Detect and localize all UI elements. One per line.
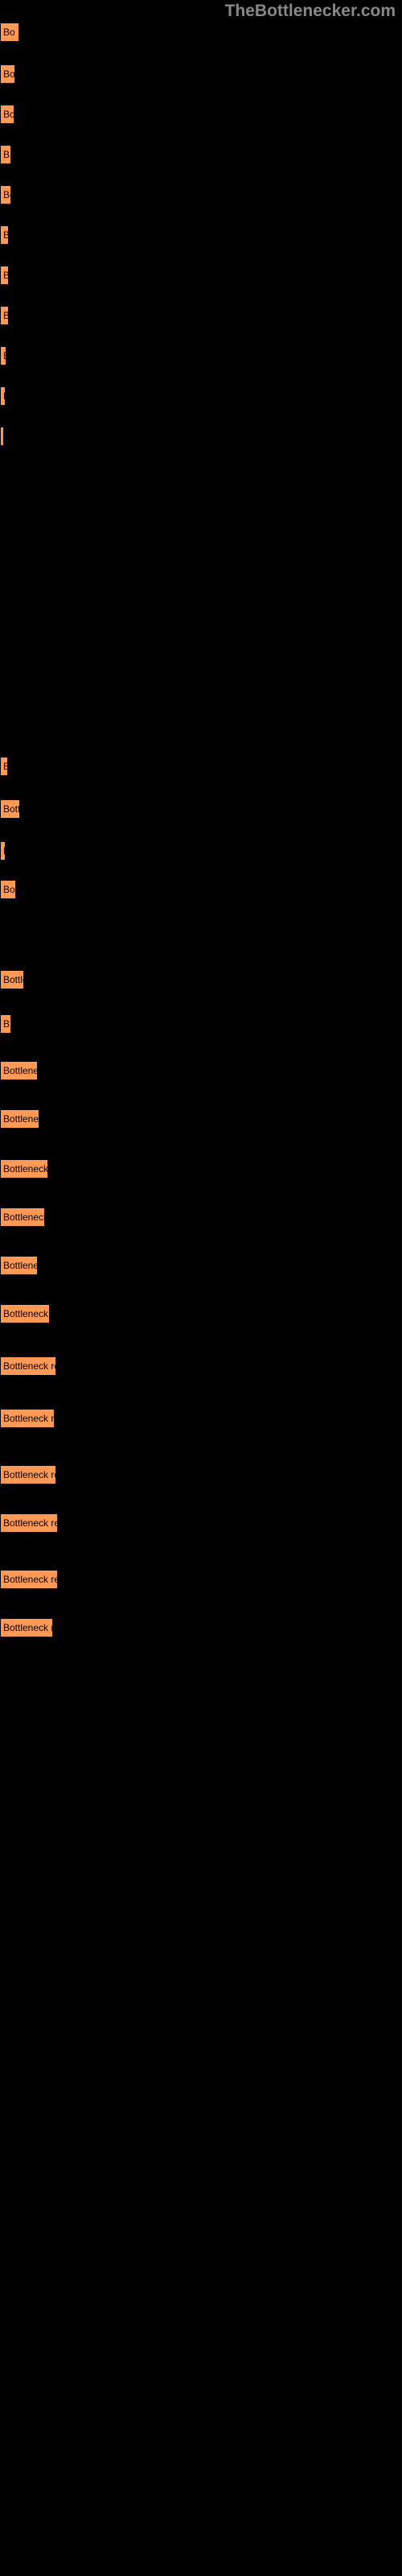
chart-bar: Bottleneck result xyxy=(0,1570,58,1589)
chart-bar: Bottle xyxy=(0,970,24,989)
chart-bar: Bottleneck resu xyxy=(0,1409,55,1428)
chart-bar: B xyxy=(0,1014,11,1034)
chart-bar: B xyxy=(0,841,6,861)
chart-bar: Bottleneck xyxy=(0,1061,38,1080)
chart-bar: B xyxy=(0,145,11,164)
chart-bar: Bo xyxy=(0,185,11,204)
chart-bar: Bottleneck result xyxy=(0,1513,58,1533)
watermark-text: TheBottlenecker.com xyxy=(225,2,396,21)
chart-bar: Bottl xyxy=(0,799,20,819)
chart-bar: Bottleneck xyxy=(0,1109,39,1129)
chart-bar: Bo xyxy=(0,23,19,42)
chart-bar: B xyxy=(0,266,9,285)
chart-bar: Bottleneck r xyxy=(0,1208,45,1227)
chart-bar: Bottleneck resul xyxy=(0,1356,56,1376)
chart-bar: B xyxy=(0,757,8,776)
bar-chart: Bo Bo Bo B Bo B B B B B B Bottl B Bo Bottle B Bottleneck… xyxy=(0,0,402,2576)
chart-bar: Bo xyxy=(0,880,16,899)
chart-bar: Bottleneck resul xyxy=(0,1465,56,1484)
chart-bar: B xyxy=(0,386,6,406)
chart-bar: Bottleneck res xyxy=(0,1304,50,1323)
chart-bar: Bo xyxy=(0,105,14,124)
chart-bar: B xyxy=(0,306,9,325)
chart-bar: B xyxy=(0,225,9,245)
chart-bar xyxy=(0,427,4,446)
chart-bar: Bo xyxy=(0,64,15,84)
chart-bar: Bottleneck res xyxy=(0,1159,48,1179)
chart-bar: Bottlene xyxy=(0,1256,38,1275)
chart-bar: B xyxy=(0,346,6,365)
chart-bar: Bottleneck res xyxy=(0,1618,53,1637)
